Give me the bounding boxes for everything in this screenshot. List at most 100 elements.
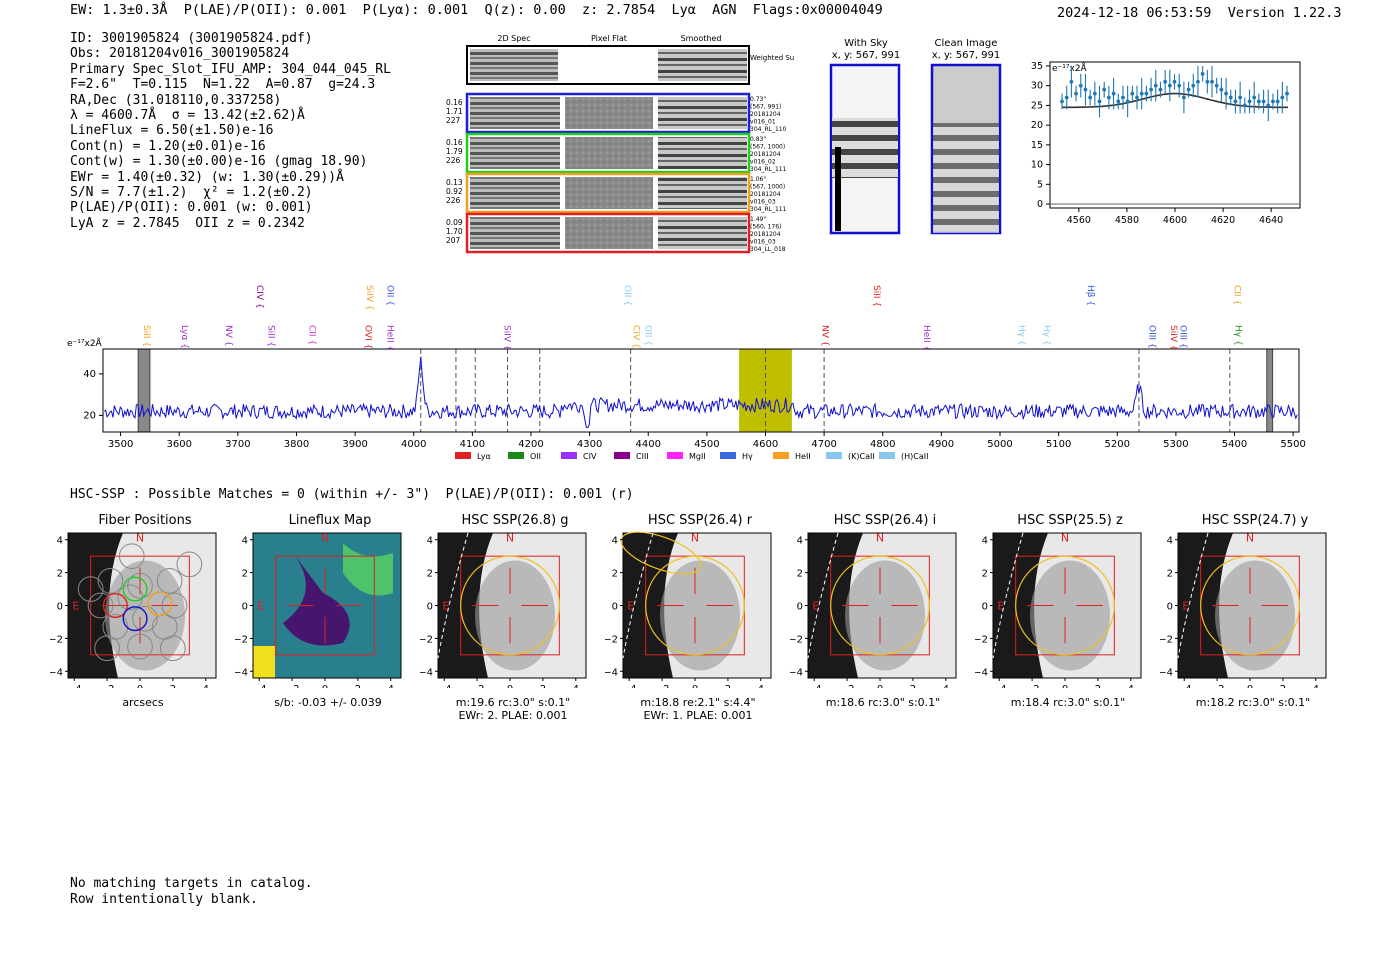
- detection-info: ID: 3001905824 (3001905824.pdf) Obs: 201…: [70, 31, 391, 231]
- info-line: Cont(w) = 1.30(±0.00)e-16 (gmag 18.90): [70, 154, 368, 170]
- fiber-circle: [94, 635, 120, 662]
- bright-source: [993, 533, 1048, 678]
- zoom-point: [1285, 91, 1289, 96]
- line-id-label: CIV {: [631, 325, 641, 349]
- note-line: Row intentionally blank.: [70, 891, 258, 907]
- hsc-panel: N E 4 2 0 −2 −4 −4 −2 0 2 4: [1160, 531, 1327, 688]
- hsc-xtick-label: −4: [67, 684, 82, 688]
- fiber-selected: [147, 591, 173, 617]
- line-id-label: Hγ {: [1041, 325, 1051, 346]
- cutout-row-stat: 0.16: [446, 138, 463, 147]
- cutout-row-meta: 0.73": [750, 96, 766, 103]
- fiber-circle: [87, 592, 114, 619]
- weighted-sum-spec: [470, 49, 558, 81]
- line-id-label: SiII {: [141, 325, 151, 347]
- zoom-point: [1252, 95, 1257, 100]
- zoom-point: [1121, 95, 1125, 100]
- spectrum-ytick-label: 40: [83, 369, 96, 380]
- cutout-row-stat: 227: [446, 116, 461, 125]
- source-ellipse-dashed: [1177, 532, 1209, 659]
- hsc-panel-caption: m:18.2 rc:3.0" s:0.1": [1168, 696, 1338, 709]
- fiber-circle: [97, 568, 124, 594]
- hsc-xtick-label: −2: [285, 684, 300, 688]
- galaxy-blob: [1215, 560, 1295, 671]
- line-id-label: HeII {: [921, 325, 931, 351]
- north-label: N: [691, 531, 699, 544]
- hsc-panel: N E 4 2 0 −2 −4 −4 −2 0 2 4: [605, 531, 772, 688]
- legend-swatch: [773, 452, 789, 459]
- fiber-circle: [161, 592, 188, 619]
- aperture-box: [90, 555, 190, 656]
- legend-swatch: [826, 452, 842, 459]
- weighted-sum-smoothed: [658, 49, 747, 81]
- hsc-xtick-label: 2: [910, 684, 916, 688]
- cutout-row-meta: 304_RL_111: [750, 166, 787, 173]
- cutout-2d-spec: [470, 217, 560, 249]
- east-label: E: [997, 600, 1004, 613]
- spectrum-xtick-label: 5400: [1222, 439, 1247, 450]
- zoom-ytick-label: 25: [1031, 100, 1043, 111]
- zoom-ylabel: e⁻¹⁷x2Å: [1052, 62, 1088, 74]
- cutout-row-meta: v016_03: [750, 239, 776, 246]
- cutout-row-meta: 304_RL_111: [750, 206, 787, 213]
- line-id-label: NV {: [819, 325, 829, 346]
- hsc-xtick-label: 2: [355, 684, 361, 688]
- spectrum-xtick-label: 5100: [1046, 439, 1071, 450]
- hsc-ytick-label: −4: [50, 667, 63, 678]
- zoom-point: [1074, 91, 1078, 96]
- cutout-header: Smoothed: [681, 34, 722, 43]
- cutout-row-meta: v016_03: [750, 199, 776, 206]
- east-label: E: [442, 600, 449, 613]
- cutout-row-stat: 0.13: [446, 178, 463, 187]
- zoom-point: [1233, 99, 1238, 104]
- hsc-panel-title: Lineflux Map: [288, 513, 372, 528]
- zoom-xtick-label: 4620: [1211, 215, 1235, 226]
- info-line: EWr = 1.40(±0.32) (w: 1.30(±0.29))Å: [70, 169, 344, 185]
- east-label: E: [812, 600, 819, 613]
- catalog-note: No matching targets in catalog. Row inte…: [70, 876, 313, 907]
- hsc-xtick-label: 2: [1095, 684, 1101, 688]
- cutout-smoothed: [658, 177, 747, 209]
- hsc-panel-caption: m:18.4 rc:3.0" s:0.1": [983, 696, 1153, 709]
- cutout-row-stat: 226: [446, 156, 461, 165]
- zoom-point: [1097, 99, 1102, 104]
- aperture-ellipse: [645, 555, 745, 656]
- hsc-panel-caption: m:19.6 rc:3.0" s:0.1" EWr: 2. PLAE: 0.001: [428, 696, 598, 722]
- zoom-xtick-label: 4640: [1259, 215, 1283, 226]
- zoom-point: [1181, 95, 1186, 100]
- cutout-pixel-flat: [565, 177, 653, 209]
- lineflux-low: [283, 553, 350, 646]
- hsc-caption-line: arcsecs: [122, 696, 164, 709]
- hsc-caption-line: EWr: 1. PLAE: 0.001: [643, 709, 753, 722]
- cutout-row-meta: v016_01: [750, 119, 776, 126]
- zoom-point: [1139, 91, 1144, 96]
- cutout-row-stat: 0.16: [446, 98, 463, 107]
- zoom-point: [1144, 91, 1149, 96]
- zoom-point: [1214, 83, 1219, 88]
- hsc-ytick-label: −4: [235, 667, 248, 678]
- hsc-ytick-label: −2: [605, 634, 618, 645]
- zoom-point: [1191, 83, 1196, 88]
- hsc-ytick-label: −4: [420, 667, 433, 678]
- spectrum-xtick-label: 4900: [929, 439, 954, 450]
- info-line: λ = 4600.7Å σ = 13.42(±2.62)Å: [70, 108, 305, 124]
- zoom-point: [1205, 79, 1210, 84]
- hsc-ytick-label: 0: [612, 602, 618, 613]
- zoom-point: [1210, 79, 1214, 84]
- cutout-smoothed: [658, 217, 747, 249]
- galaxy-blob: [475, 560, 555, 671]
- zoom-point: [1163, 79, 1168, 84]
- hsc-xtick-label: 4: [1128, 684, 1134, 688]
- info-line: LyA z = 2.7845 OII z = 0.2342: [70, 215, 305, 231]
- legend-label: CIV: [583, 452, 597, 461]
- hsc-xtick-label: 0: [137, 684, 143, 688]
- fiber-circle: [77, 576, 104, 602]
- cutout-header: Pixel Flat: [591, 34, 627, 43]
- hsc-ytick-label: 4: [612, 536, 618, 547]
- hsc-ytick-label: −2: [235, 634, 248, 645]
- cutout-row-stat: 207: [446, 236, 461, 245]
- hsc-ytick-label: −2: [1160, 634, 1173, 645]
- cutout-row-stat: 1.71: [446, 107, 463, 116]
- line-id-label: HeII {: [384, 325, 394, 351]
- cutout-header: 2D Spec: [497, 34, 530, 43]
